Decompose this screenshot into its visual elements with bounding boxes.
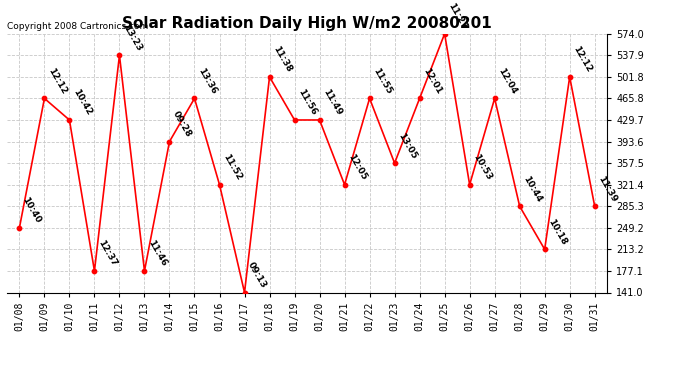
Point	[364, 95, 375, 101]
Text: 13:23: 13:23	[121, 23, 143, 52]
Point	[214, 182, 225, 188]
Point	[589, 203, 600, 209]
Text: 12:05: 12:05	[346, 153, 368, 182]
Text: 12:01: 12:01	[421, 66, 443, 96]
Text: 10:18: 10:18	[546, 217, 568, 247]
Text: 10:40: 10:40	[21, 196, 43, 225]
Text: 11:55: 11:55	[371, 66, 393, 96]
Point	[539, 246, 550, 252]
Text: 10:53: 10:53	[471, 153, 493, 182]
Point	[439, 31, 450, 37]
Point	[39, 95, 50, 101]
Point	[564, 74, 575, 80]
Point	[239, 290, 250, 296]
Text: 10:44: 10:44	[521, 174, 543, 204]
Point	[489, 95, 500, 101]
Text: 11:38: 11:38	[271, 45, 293, 74]
Text: 11:56: 11:56	[296, 88, 318, 117]
Text: 13:05: 13:05	[396, 131, 418, 160]
Point	[14, 225, 25, 231]
Text: 10:42: 10:42	[71, 88, 93, 117]
Text: 11:46: 11:46	[146, 239, 168, 268]
Text: Copyright 2008 Cartronics.com: Copyright 2008 Cartronics.com	[7, 22, 148, 31]
Text: 11:52: 11:52	[221, 153, 243, 182]
Title: Solar Radiation Daily High W/m2 20080201: Solar Radiation Daily High W/m2 20080201	[122, 16, 492, 31]
Point	[264, 74, 275, 80]
Text: 11:49: 11:49	[321, 88, 343, 117]
Point	[314, 117, 325, 123]
Point	[414, 95, 425, 101]
Text: 12:04: 12:04	[496, 66, 518, 96]
Point	[89, 268, 100, 274]
Point	[389, 160, 400, 166]
Text: 09:13: 09:13	[246, 260, 268, 290]
Text: 11:39: 11:39	[596, 174, 618, 204]
Point	[289, 117, 300, 123]
Text: 12:12: 12:12	[46, 66, 68, 96]
Text: 09:28: 09:28	[171, 110, 193, 139]
Point	[114, 53, 125, 58]
Text: 12:37: 12:37	[96, 239, 118, 268]
Point	[139, 268, 150, 274]
Point	[464, 182, 475, 188]
Point	[339, 182, 350, 188]
Point	[64, 117, 75, 123]
Point	[514, 203, 525, 209]
Text: 13:36: 13:36	[196, 66, 218, 96]
Point	[189, 95, 200, 101]
Point	[164, 138, 175, 144]
Text: 12:12: 12:12	[571, 45, 593, 74]
Text: 11:27: 11:27	[446, 2, 469, 31]
